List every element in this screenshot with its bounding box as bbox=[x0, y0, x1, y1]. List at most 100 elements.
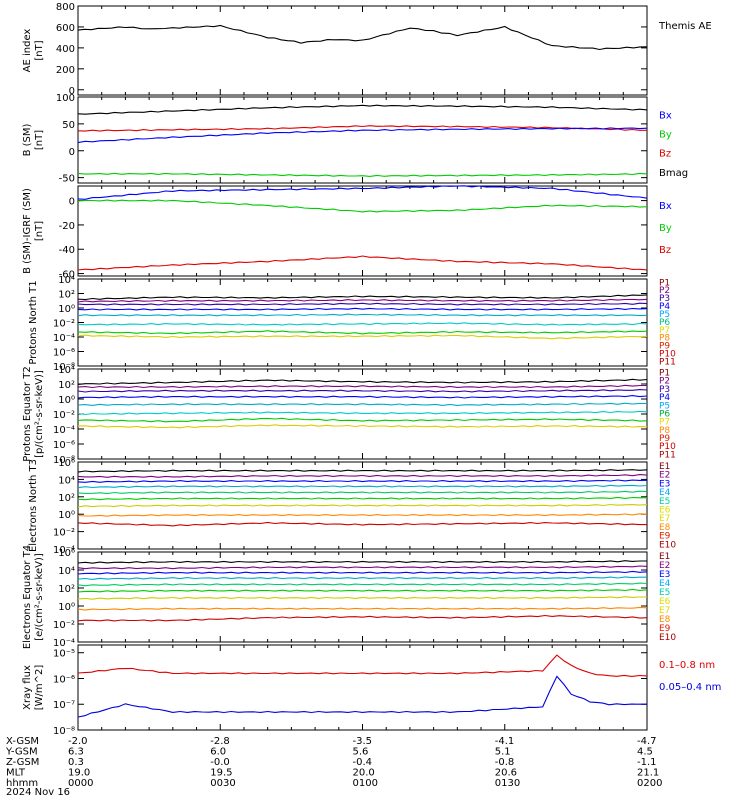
series-line-bx bbox=[77, 185, 648, 200]
series-line-bz bbox=[77, 125, 647, 132]
series-line-by bbox=[77, 172, 648, 177]
series-line-e9 bbox=[77, 521, 647, 527]
legend-label: P11 bbox=[659, 450, 676, 460]
panel-5: 10⁴ 10² 10⁰ 10⁻² 10⁻⁴ 10⁻⁶ 10⁻⁸ Protons Equator… bbox=[22, 365, 676, 466]
y-axis-label: B (SM) bbox=[22, 123, 33, 156]
y-tick-label: 10⁻⁸ bbox=[53, 362, 75, 373]
series-line-e6 bbox=[77, 588, 648, 593]
y-unit-label: [W/m^2] bbox=[34, 665, 45, 711]
y-axis-label: Protons North T1 bbox=[28, 280, 39, 364]
legend-label: P5 bbox=[659, 401, 670, 411]
series-line-p9 bbox=[77, 424, 648, 429]
y-tick-label: 10⁻² bbox=[53, 319, 75, 330]
series-line-e8 bbox=[77, 606, 648, 611]
y-tick-label: 10⁰ bbox=[58, 510, 75, 521]
y-tick-label: 10⁻⁴ bbox=[53, 333, 75, 344]
y-tick-label: 0 bbox=[69, 197, 75, 208]
series-line-bx bbox=[77, 127, 648, 144]
y-tick-label: 50 bbox=[62, 120, 75, 131]
y-axis-label: Xray flux bbox=[22, 665, 33, 710]
series-line-p5 bbox=[77, 313, 648, 317]
series-line-p4 bbox=[77, 307, 648, 311]
footer-row-label: X-GSM bbox=[6, 736, 39, 747]
y-tick-label: 400 bbox=[56, 44, 75, 55]
legend-label: E2 bbox=[659, 561, 670, 571]
series-line-p8 bbox=[77, 330, 648, 335]
y-axis-label: Protons Equator T2 bbox=[22, 366, 33, 462]
legend-label: P6 bbox=[659, 409, 670, 419]
series-line-p3 bbox=[77, 302, 648, 306]
y-tick-label: 10⁻⁸ bbox=[53, 726, 75, 737]
legend-label: P7 bbox=[659, 418, 670, 428]
y-tick-label: 10⁻⁸ bbox=[53, 455, 75, 466]
footer-value: -0.8 bbox=[495, 757, 515, 768]
series-line-e6 bbox=[77, 496, 648, 501]
footer-value: -0.0 bbox=[210, 757, 230, 768]
y-tick-label: 10² bbox=[58, 584, 75, 595]
y-tick-label: 10⁻² bbox=[53, 620, 75, 631]
y-axis-label: B (SM)-IGRF (SM) bbox=[22, 188, 33, 274]
legend-label: P4 bbox=[659, 302, 670, 312]
legend-label: E9 bbox=[659, 624, 671, 634]
series-line-p6 bbox=[77, 322, 648, 326]
legend-label: E7 bbox=[659, 606, 670, 616]
legend-label: P5 bbox=[659, 310, 670, 320]
series-line-p6 bbox=[77, 410, 648, 416]
footer-value: 0.3 bbox=[68, 757, 84, 768]
y-tick-label: 10⁻⁶ bbox=[53, 348, 75, 359]
footer-value: -0.4 bbox=[353, 757, 373, 768]
series-line-e9 bbox=[77, 614, 648, 622]
legend-label: P3 bbox=[659, 294, 670, 304]
footer-value: 0030 bbox=[210, 778, 235, 789]
y-axis-label: Electrons North T3 bbox=[28, 459, 39, 552]
footer-value: -2.8 bbox=[210, 736, 230, 747]
series-line-0-1-0-8-nm bbox=[77, 654, 648, 677]
y-tick-label: 10⁶ bbox=[58, 458, 75, 469]
panel-4: 10⁴ 10² 10⁰ 10⁻² 10⁻⁴ 10⁻⁶ 10⁻⁸ Protons North T… bbox=[28, 275, 676, 373]
legend-label: E2 bbox=[659, 471, 670, 481]
legend-label: E8 bbox=[659, 615, 671, 625]
y-unit-label: [nT] bbox=[34, 130, 45, 150]
y-tick-label: 10⁻⁴ bbox=[53, 545, 75, 556]
footer-value: 4.5 bbox=[637, 747, 653, 758]
series-line-p9 bbox=[77, 334, 648, 340]
series-line-bmag bbox=[77, 104, 648, 115]
legend-label: P4 bbox=[659, 393, 670, 403]
series-line-p2 bbox=[77, 384, 647, 389]
y-tick-label: 10⁴ bbox=[58, 475, 75, 486]
legend-label: E3 bbox=[659, 479, 670, 489]
footer-value: -1.1 bbox=[637, 757, 657, 768]
legend-label: By bbox=[659, 130, 672, 141]
series-line-p1 bbox=[77, 294, 648, 301]
legend-label: Themis AE bbox=[658, 21, 712, 32]
series-line-p5 bbox=[77, 402, 647, 406]
legend-label: Bx bbox=[659, 110, 672, 121]
y-tick-label: 10⁰ bbox=[58, 395, 75, 406]
panel-8: 10⁻⁵ 10⁻⁶ 10⁻⁷ 10⁻⁸ Xray flux [W/m^2] 0.1–0.8 … bbox=[22, 644, 721, 737]
y-axis-label: AE index bbox=[22, 29, 33, 73]
legend-label: 0.1–0.8 nm bbox=[659, 660, 715, 671]
y-tick-label: 10⁶ bbox=[58, 548, 75, 559]
y-tick-label: 10⁻⁵ bbox=[53, 649, 75, 660]
footer-value: 6.3 bbox=[68, 747, 84, 758]
series-line-themis-ae bbox=[77, 24, 648, 51]
footer-value: 0200 bbox=[637, 778, 662, 789]
legend-label: P10 bbox=[659, 442, 676, 452]
legend-label: E4 bbox=[659, 488, 671, 498]
panel-2: 100 50 0 -50 B (SM) [nT] Bx By Bz Bmag bbox=[22, 93, 688, 185]
legend-label: P8 bbox=[659, 426, 670, 436]
footer-value: 20.6 bbox=[495, 768, 517, 779]
panel-frame bbox=[77, 644, 648, 731]
footer-value: 0000 bbox=[68, 778, 93, 789]
legend-label: E3 bbox=[659, 570, 670, 580]
legend-label: P6 bbox=[659, 318, 670, 328]
y-tick-label: 0 bbox=[69, 86, 75, 97]
series-line-e3 bbox=[77, 479, 648, 483]
y-tick-label: -20 bbox=[59, 221, 75, 232]
footer-value: 20.0 bbox=[353, 768, 375, 779]
series-line-e4 bbox=[77, 484, 648, 489]
panel-3: 0 -20 -40 -60 B (SM)-IGRF (SM) [nT] Bx By Bz bbox=[22, 185, 672, 281]
y-unit-label: [p/(cm²-s-sr-keV)] bbox=[34, 370, 45, 458]
legend-label: E5 bbox=[659, 497, 670, 507]
